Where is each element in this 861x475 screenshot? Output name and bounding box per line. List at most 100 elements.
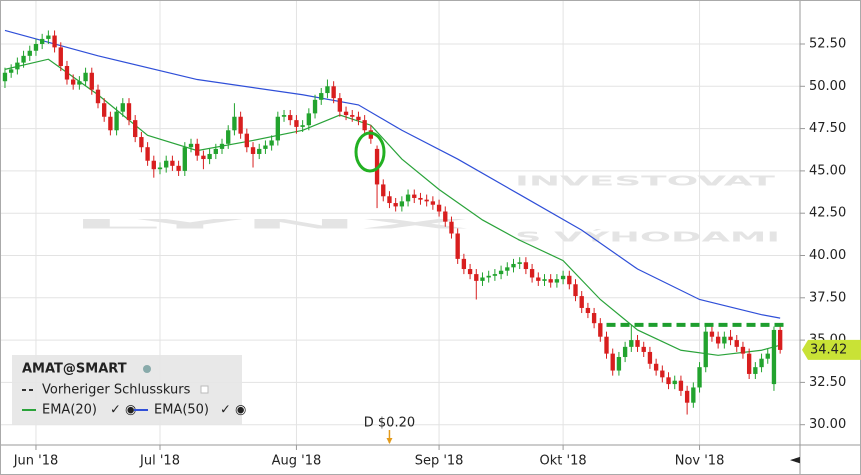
- scroll-arrow[interactable]: ◄: [790, 453, 800, 468]
- y-tick-label: 52.50: [809, 36, 846, 51]
- dividend-arrow-head: [386, 438, 393, 444]
- candle-body: [443, 211, 448, 222]
- candle-body: [343, 111, 349, 116]
- candle-body: [567, 275, 572, 285]
- candle-body: [226, 130, 231, 144]
- candle-body: [536, 277, 541, 281]
- candle-body: [257, 148, 262, 154]
- candle-body: [188, 143, 194, 148]
- last-price-label: 34.42: [810, 342, 847, 357]
- watermark-logo: LYNX: [70, 218, 470, 233]
- candle-body: [52, 35, 57, 48]
- candle-body: [641, 346, 646, 352]
- candle-body: [350, 115, 355, 117]
- candle-body: [722, 336, 727, 344]
- candle-body: [58, 47, 63, 66]
- candle-body: [604, 336, 609, 354]
- x-tick-label: Aug '18: [272, 454, 322, 469]
- candle-body: [771, 329, 777, 385]
- candle-body: [108, 116, 113, 131]
- candle-body: [591, 313, 597, 324]
- candle-body: [436, 204, 442, 212]
- candle-body: [653, 363, 659, 371]
- candle-body: [244, 133, 249, 148]
- candle-body: [207, 153, 212, 160]
- y-tick-label: 50.00: [809, 79, 846, 94]
- candle-body: [195, 143, 200, 156]
- candle-body: [250, 147, 256, 154]
- candle-body: [523, 262, 529, 270]
- candle-body: [418, 197, 423, 200]
- candle-body: [21, 55, 26, 63]
- candle-body: [312, 99, 318, 114]
- candle-body: [554, 279, 560, 283]
- ema-line: [4, 58, 781, 356]
- candle-body: [157, 167, 163, 170]
- y-tick-label: 37.50: [809, 290, 846, 305]
- candle-body: [325, 86, 330, 94]
- candle-body: [2, 72, 8, 82]
- y-tick-label: 30.00: [809, 417, 846, 432]
- highlight-ellipse: [354, 131, 386, 173]
- candle-body: [164, 160, 169, 168]
- check-icon[interactable]: ✓ ◉: [220, 403, 246, 418]
- check-icon[interactable]: ✓ ◉: [110, 403, 136, 418]
- candle-body: [598, 323, 603, 337]
- candle-body: [573, 284, 578, 297]
- candle-body: [405, 194, 411, 202]
- candle-body: [684, 390, 690, 403]
- candle-body: [678, 380, 684, 391]
- candle-body: [319, 93, 324, 100]
- plot: [2, 29, 787, 415]
- candle-body: [449, 221, 454, 234]
- candle-body: [238, 116, 243, 134]
- candle-body: [610, 353, 615, 371]
- candle-body: [393, 203, 398, 207]
- candle-body: [176, 165, 181, 171]
- candle-body: [294, 120, 299, 127]
- y-tick-label: 32.50: [809, 375, 846, 390]
- candle-body: [759, 358, 764, 368]
- candle-body: [765, 353, 770, 359]
- candle-body: [542, 279, 547, 281]
- candle-body: [33, 43, 39, 51]
- candle-body: [83, 72, 88, 82]
- candle-body: [120, 103, 125, 112]
- candle-body: [95, 89, 101, 104]
- candle-body: [46, 35, 51, 39]
- x-tick-label: Nov '18: [675, 454, 725, 469]
- candle-body: [412, 194, 417, 198]
- candle-body: [145, 147, 150, 161]
- x-tick-label: Jul '18: [139, 454, 180, 469]
- candle-body: [529, 269, 535, 278]
- candle-body: [232, 116, 237, 131]
- candle-body: [219, 143, 225, 149]
- candle-body: [672, 380, 677, 385]
- candle-body: [40, 38, 45, 44]
- candle-body: [399, 201, 405, 207]
- candle-body: [281, 115, 287, 117]
- candle-body: [331, 86, 336, 99]
- candle-body: [635, 340, 640, 347]
- candle-body: [381, 184, 386, 197]
- x-tick-label: Sep '18: [415, 454, 464, 469]
- candle-body: [622, 346, 628, 358]
- candle-body: [275, 116, 280, 141]
- checkbox[interactable]: [200, 385, 209, 394]
- candle-body: [703, 331, 708, 368]
- candle-body: [666, 377, 671, 385]
- candle-body: [455, 233, 460, 259]
- ema-line: [4, 29, 781, 319]
- candle-body: [486, 275, 491, 278]
- candle-body: [213, 148, 218, 154]
- candle-body: [740, 346, 746, 354]
- candle-body: [126, 103, 132, 121]
- candle-body: [616, 357, 622, 371]
- candle-body: [288, 115, 293, 121]
- candle-body: [269, 140, 274, 146]
- candle-body: [480, 277, 485, 281]
- candle-body: [709, 331, 715, 337]
- icon[interactable]: [143, 365, 151, 373]
